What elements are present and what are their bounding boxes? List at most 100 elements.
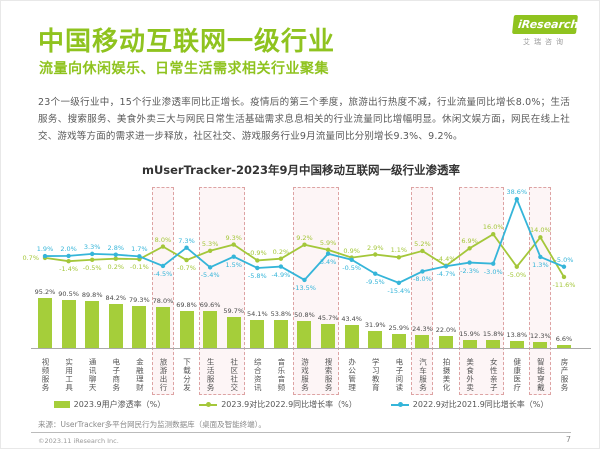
point-value-label: 14.0% <box>530 226 551 235</box>
data-point <box>491 261 496 266</box>
data-point <box>538 235 543 240</box>
bar <box>273 319 288 348</box>
point-value-label: -2.3% <box>460 266 480 275</box>
bar <box>226 316 241 348</box>
point-value-label: 7.3% <box>178 236 195 245</box>
bar <box>321 324 336 348</box>
data-point <box>207 265 213 270</box>
point-value-label: 5.2% <box>414 239 431 248</box>
data-point <box>113 256 118 261</box>
category-label: 健康医疗 <box>512 358 522 392</box>
category-label: 电子阅读 <box>394 358 404 392</box>
data-point <box>467 246 472 251</box>
bar <box>132 306 147 348</box>
point-value-label: -1.4% <box>59 265 78 274</box>
legend-label: 2023.9对比2022.9同比增长率（%） <box>221 400 357 409</box>
legend-blue-line-icon <box>390 401 409 408</box>
summary-paragraph: 23个一级行业中，15个行业渗透率同比正增长。疫情后的第三个季度，旅游出行热度不… <box>38 97 570 142</box>
point-value-label: -15.4% <box>387 286 411 295</box>
page-subtitle: 流量向休闲娱乐、日常生活需求相关行业聚集 <box>39 61 329 77</box>
data-point <box>231 242 236 247</box>
point-value-label: 16.0% <box>482 223 504 232</box>
bar-value-label: 84.2% <box>105 293 127 302</box>
data-point <box>113 252 118 257</box>
category-label: 音乐音频 <box>276 358 286 392</box>
bar <box>344 325 359 348</box>
point-value-label: 0.2% <box>272 247 290 256</box>
bar-value-label: 95.2% <box>34 288 56 297</box>
category-label: 拍摄美化 <box>442 358 452 392</box>
legend-item-penetration: 2023.9用户渗透率（%） <box>53 399 165 410</box>
chart-title: mUserTracker-2023年9月中国移动互联网一级行业渗透率 <box>141 163 461 177</box>
point-value-label: 8.0% <box>154 235 172 244</box>
data-point <box>66 253 71 259</box>
category-label: 社区社交 <box>229 358 239 392</box>
category-label: 电子商务 <box>111 358 121 392</box>
category-label: 学习教育 <box>371 358 381 392</box>
data-point <box>255 265 260 271</box>
category-label: 综合资讯 <box>253 358 263 392</box>
data-point <box>349 257 354 262</box>
data-point <box>514 264 519 269</box>
point-value-label: -4.9% <box>271 270 291 279</box>
copyright: ©2023.11 iResearch Inc. <box>38 437 119 445</box>
data-point <box>325 251 331 256</box>
highlight-box <box>293 187 340 395</box>
category-label: 汽车服务 <box>418 358 428 392</box>
category-label: 智能穿戴 <box>536 358 546 392</box>
bar-value-label: 69.6% <box>199 301 221 310</box>
bar-value-label: 53.8% <box>270 309 292 318</box>
footer-divider <box>31 432 571 433</box>
bar-value-label: 69.8% <box>176 301 197 310</box>
bar-value-label: 43.4% <box>341 315 362 324</box>
point-value-label: 9.2% <box>296 233 313 242</box>
bar <box>85 300 100 348</box>
chart-legend: 2023.9用户渗透率（%） 2023.9对比2022.9同比增长率（%） 20… <box>1 399 599 410</box>
bar-value-label: 50.8% <box>294 311 315 320</box>
point-value-label: 5.9% <box>319 238 337 247</box>
point-value-label: -5.4% <box>200 271 220 280</box>
point-value-label: -9.5% <box>365 277 385 286</box>
iresearch-logo: iResearch 艾瑞咨询 <box>512 15 579 47</box>
point-value-label: -5.8% <box>247 271 267 280</box>
bar-value-label: 45.7% <box>317 314 339 322</box>
data-point <box>373 252 378 257</box>
data-point <box>561 264 567 269</box>
bar-value-label: 78.0% <box>152 297 174 306</box>
highlight-box <box>199 187 245 395</box>
data-point <box>443 264 449 269</box>
bar <box>533 341 548 348</box>
bar <box>462 339 477 348</box>
category-label: 旅游出行 <box>158 358 168 392</box>
point-value-label: 0.9% <box>343 246 360 255</box>
category-label: 下载分发 <box>182 358 192 392</box>
data-point <box>42 253 48 259</box>
category-label: 办公管理 <box>347 358 357 392</box>
data-point <box>160 263 166 269</box>
point-value-label: 9.3% <box>225 233 242 242</box>
bar-value-label: 31.9% <box>364 321 386 330</box>
data-point <box>160 244 166 249</box>
data-point <box>302 242 307 247</box>
bar-value-label: 54.1% <box>246 309 268 318</box>
data-point <box>302 277 307 283</box>
point-value-label: 1.7% <box>131 245 148 254</box>
point-value-label: -5.0% <box>554 255 574 264</box>
data-point <box>538 254 543 260</box>
data-point <box>184 245 189 250</box>
page-number: 7 <box>565 435 571 444</box>
category-label: 房产服务 <box>559 358 569 392</box>
data-point <box>278 264 284 269</box>
data-point <box>184 257 189 263</box>
bar-value-label: 25.9% <box>388 324 410 333</box>
point-value-label: -3.0% <box>483 267 503 276</box>
category-label: 女性亲子 <box>489 358 499 392</box>
source-note: 来源：UserTracker多平台网民行为监测数据库（桌面及智能终端）。 <box>38 420 266 429</box>
point-value-label: 1.3% <box>532 260 549 269</box>
point-value-label: 0.2% <box>107 262 125 271</box>
data-point <box>325 247 331 253</box>
x-axis-line <box>31 348 591 349</box>
point-value-label: 3.3% <box>83 242 101 251</box>
bar <box>179 311 194 348</box>
